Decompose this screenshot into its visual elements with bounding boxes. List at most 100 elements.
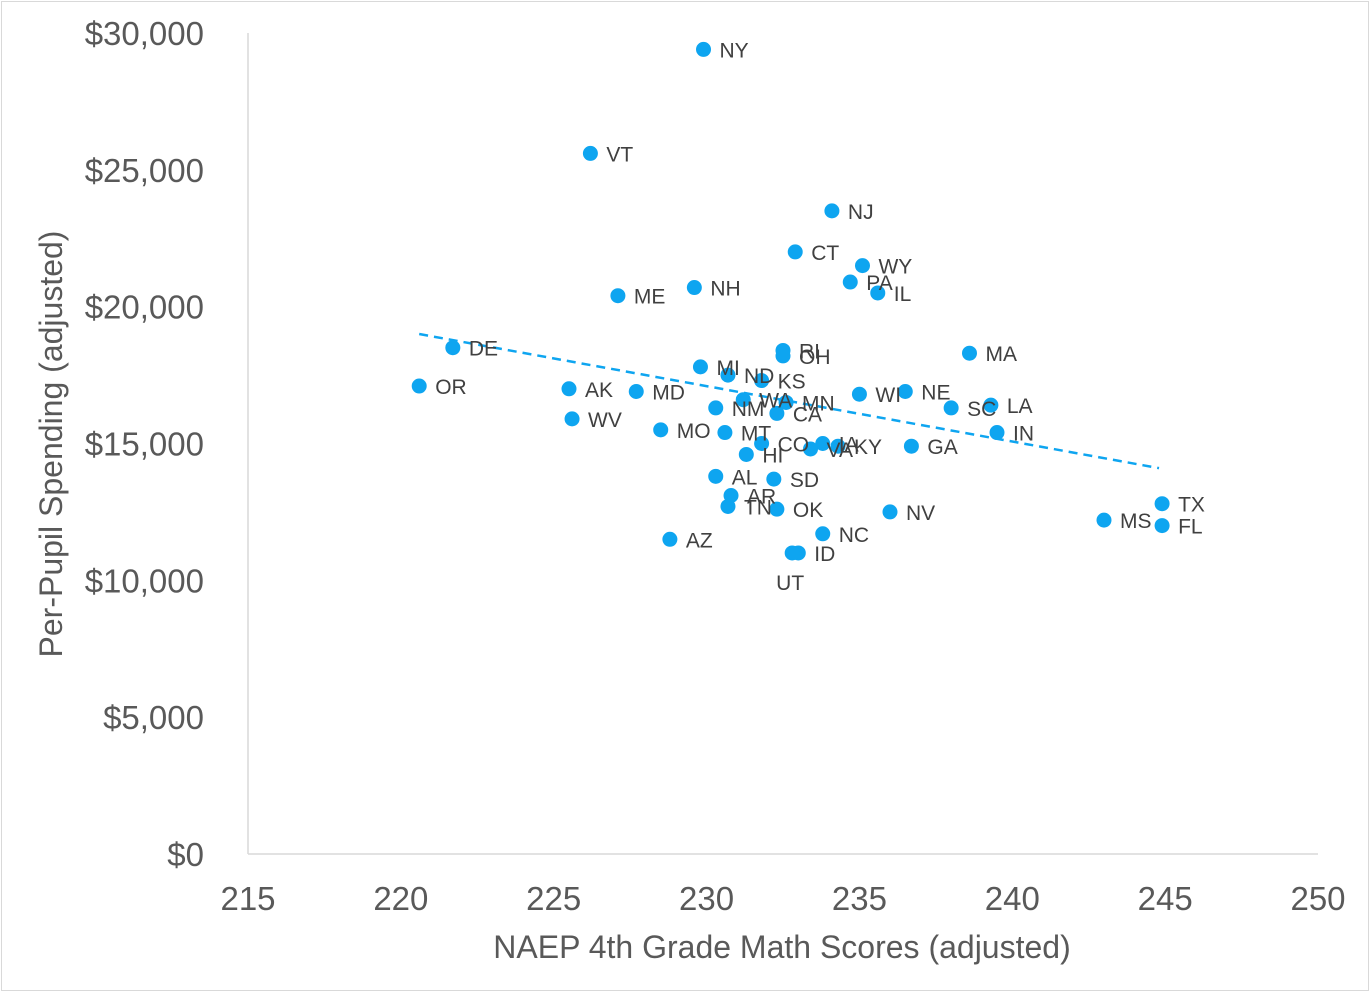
point-label-ok: OK <box>793 499 823 522</box>
data-point-ks <box>754 373 770 389</box>
point-label-ky: KY <box>854 436 882 459</box>
point-label-al: AL <box>732 466 758 489</box>
point-label-or: OR <box>435 376 467 399</box>
y-tick-label: $25,000 <box>85 152 204 189</box>
x-axis-title: NAEP 4th Grade Math Scores (adjusted) <box>493 929 1070 965</box>
data-point-hi <box>738 446 754 462</box>
x-tick-label: 245 <box>1138 880 1193 917</box>
data-point-wy <box>854 258 870 274</box>
data-point-nm <box>708 400 724 416</box>
y-axis-title: Per-Pupil Spending (adjusted) <box>33 231 69 658</box>
data-point-or <box>411 378 427 394</box>
point-label-mn: MN <box>802 392 835 415</box>
point-label-tn: TN <box>744 496 772 519</box>
point-label-hi: HI <box>762 444 783 467</box>
data-point-ky <box>830 438 846 454</box>
point-label-oh: OH <box>799 346 831 369</box>
point-label-tx: TX <box>1178 494 1205 517</box>
point-label-mt: MT <box>741 423 771 446</box>
point-label-ny: NY <box>720 39 749 62</box>
data-point-mt <box>717 425 733 441</box>
point-label-nm: NM <box>732 398 765 421</box>
y-tick-label: $15,000 <box>85 426 204 463</box>
point-label-md: MD <box>652 382 685 405</box>
point-label-ma: MA <box>985 343 1017 366</box>
data-point-az <box>662 531 678 547</box>
data-point-co <box>754 436 770 451</box>
point-label-nh: NH <box>710 278 740 301</box>
data-point-wa <box>735 392 751 408</box>
x-tick-label: 230 <box>679 880 734 917</box>
data-point-de <box>445 340 461 356</box>
point-label-nj: NJ <box>848 201 874 224</box>
point-label-de: DE <box>469 338 498 361</box>
data-point-wv <box>564 411 580 427</box>
x-tick-label: 220 <box>373 880 428 917</box>
point-label-mi: MI <box>716 357 739 380</box>
data-point-ak <box>561 381 577 397</box>
point-label-vt: VT <box>606 143 633 166</box>
y-tick-label: $0 <box>167 836 204 873</box>
data-points <box>411 41 1170 561</box>
data-point-ga <box>903 438 919 454</box>
point-label-nc: NC <box>839 524 869 547</box>
data-point-mo <box>653 422 669 438</box>
point-label-nv: NV <box>906 502 935 525</box>
data-point-nv <box>882 504 898 520</box>
data-point-mn <box>778 394 794 410</box>
x-tick-label: 215 <box>220 880 275 917</box>
point-label-ia: IA <box>839 434 859 457</box>
data-point-al <box>708 468 724 484</box>
point-label-sd: SD <box>790 469 819 492</box>
data-point-mi <box>692 359 708 375</box>
data-point-la <box>983 397 999 413</box>
point-label-pa: PA <box>866 272 892 295</box>
data-point-ms <box>1096 512 1112 528</box>
data-point-wi <box>851 386 867 402</box>
x-tick-labels: 215 220 225 230 235 240 245 250 <box>220 880 1345 917</box>
point-label-wa: WA <box>759 390 792 413</box>
point-label-ri: RI <box>799 340 820 363</box>
point-label-nd: ND <box>744 365 774 388</box>
point-label-wy: WY <box>878 256 912 279</box>
x-tick-label: 250 <box>1290 880 1345 917</box>
point-label-mo: MO <box>677 420 711 443</box>
point-label-az: AZ <box>686 529 713 552</box>
data-point-ok <box>769 501 785 517</box>
data-point-me <box>610 288 626 304</box>
point-label-ca: CA <box>793 403 822 426</box>
point-label-ne: NE <box>921 382 950 405</box>
data-point-oh <box>775 348 791 364</box>
point-label-id: ID <box>814 543 835 566</box>
data-point-nj <box>824 203 840 219</box>
data-point-fl <box>1154 518 1170 534</box>
data-point-ny <box>696 41 712 57</box>
point-label-ut: UT <box>776 572 804 595</box>
data-point-ma <box>961 345 977 361</box>
data-point-tx <box>1154 496 1170 512</box>
point-label-il: IL <box>894 283 912 306</box>
y-tick-label: $20,000 <box>85 289 204 326</box>
point-label-la: LA <box>1007 395 1033 418</box>
x-tick-label: 240 <box>985 880 1040 917</box>
data-point-in <box>989 425 1005 441</box>
data-point-md <box>628 384 644 400</box>
data-point-ut <box>784 545 800 561</box>
point-label-ak: AK <box>585 379 613 402</box>
data-point-pa <box>842 274 858 290</box>
x-tick-label: 235 <box>832 880 887 917</box>
point-label-ct: CT <box>811 242 839 265</box>
y-tick-label: $10,000 <box>85 562 204 599</box>
point-label-wi: WI <box>875 384 901 407</box>
point-label-me: ME <box>634 286 666 309</box>
point-label-ks: KS <box>778 371 806 394</box>
x-tick-label: 225 <box>526 880 581 917</box>
data-point-ct <box>787 244 803 260</box>
point-label-co: CO <box>778 434 810 457</box>
data-point-ca <box>769 405 785 421</box>
data-point-tn <box>720 498 736 514</box>
data-point-sd <box>766 471 782 487</box>
data-point-ia <box>815 436 831 451</box>
